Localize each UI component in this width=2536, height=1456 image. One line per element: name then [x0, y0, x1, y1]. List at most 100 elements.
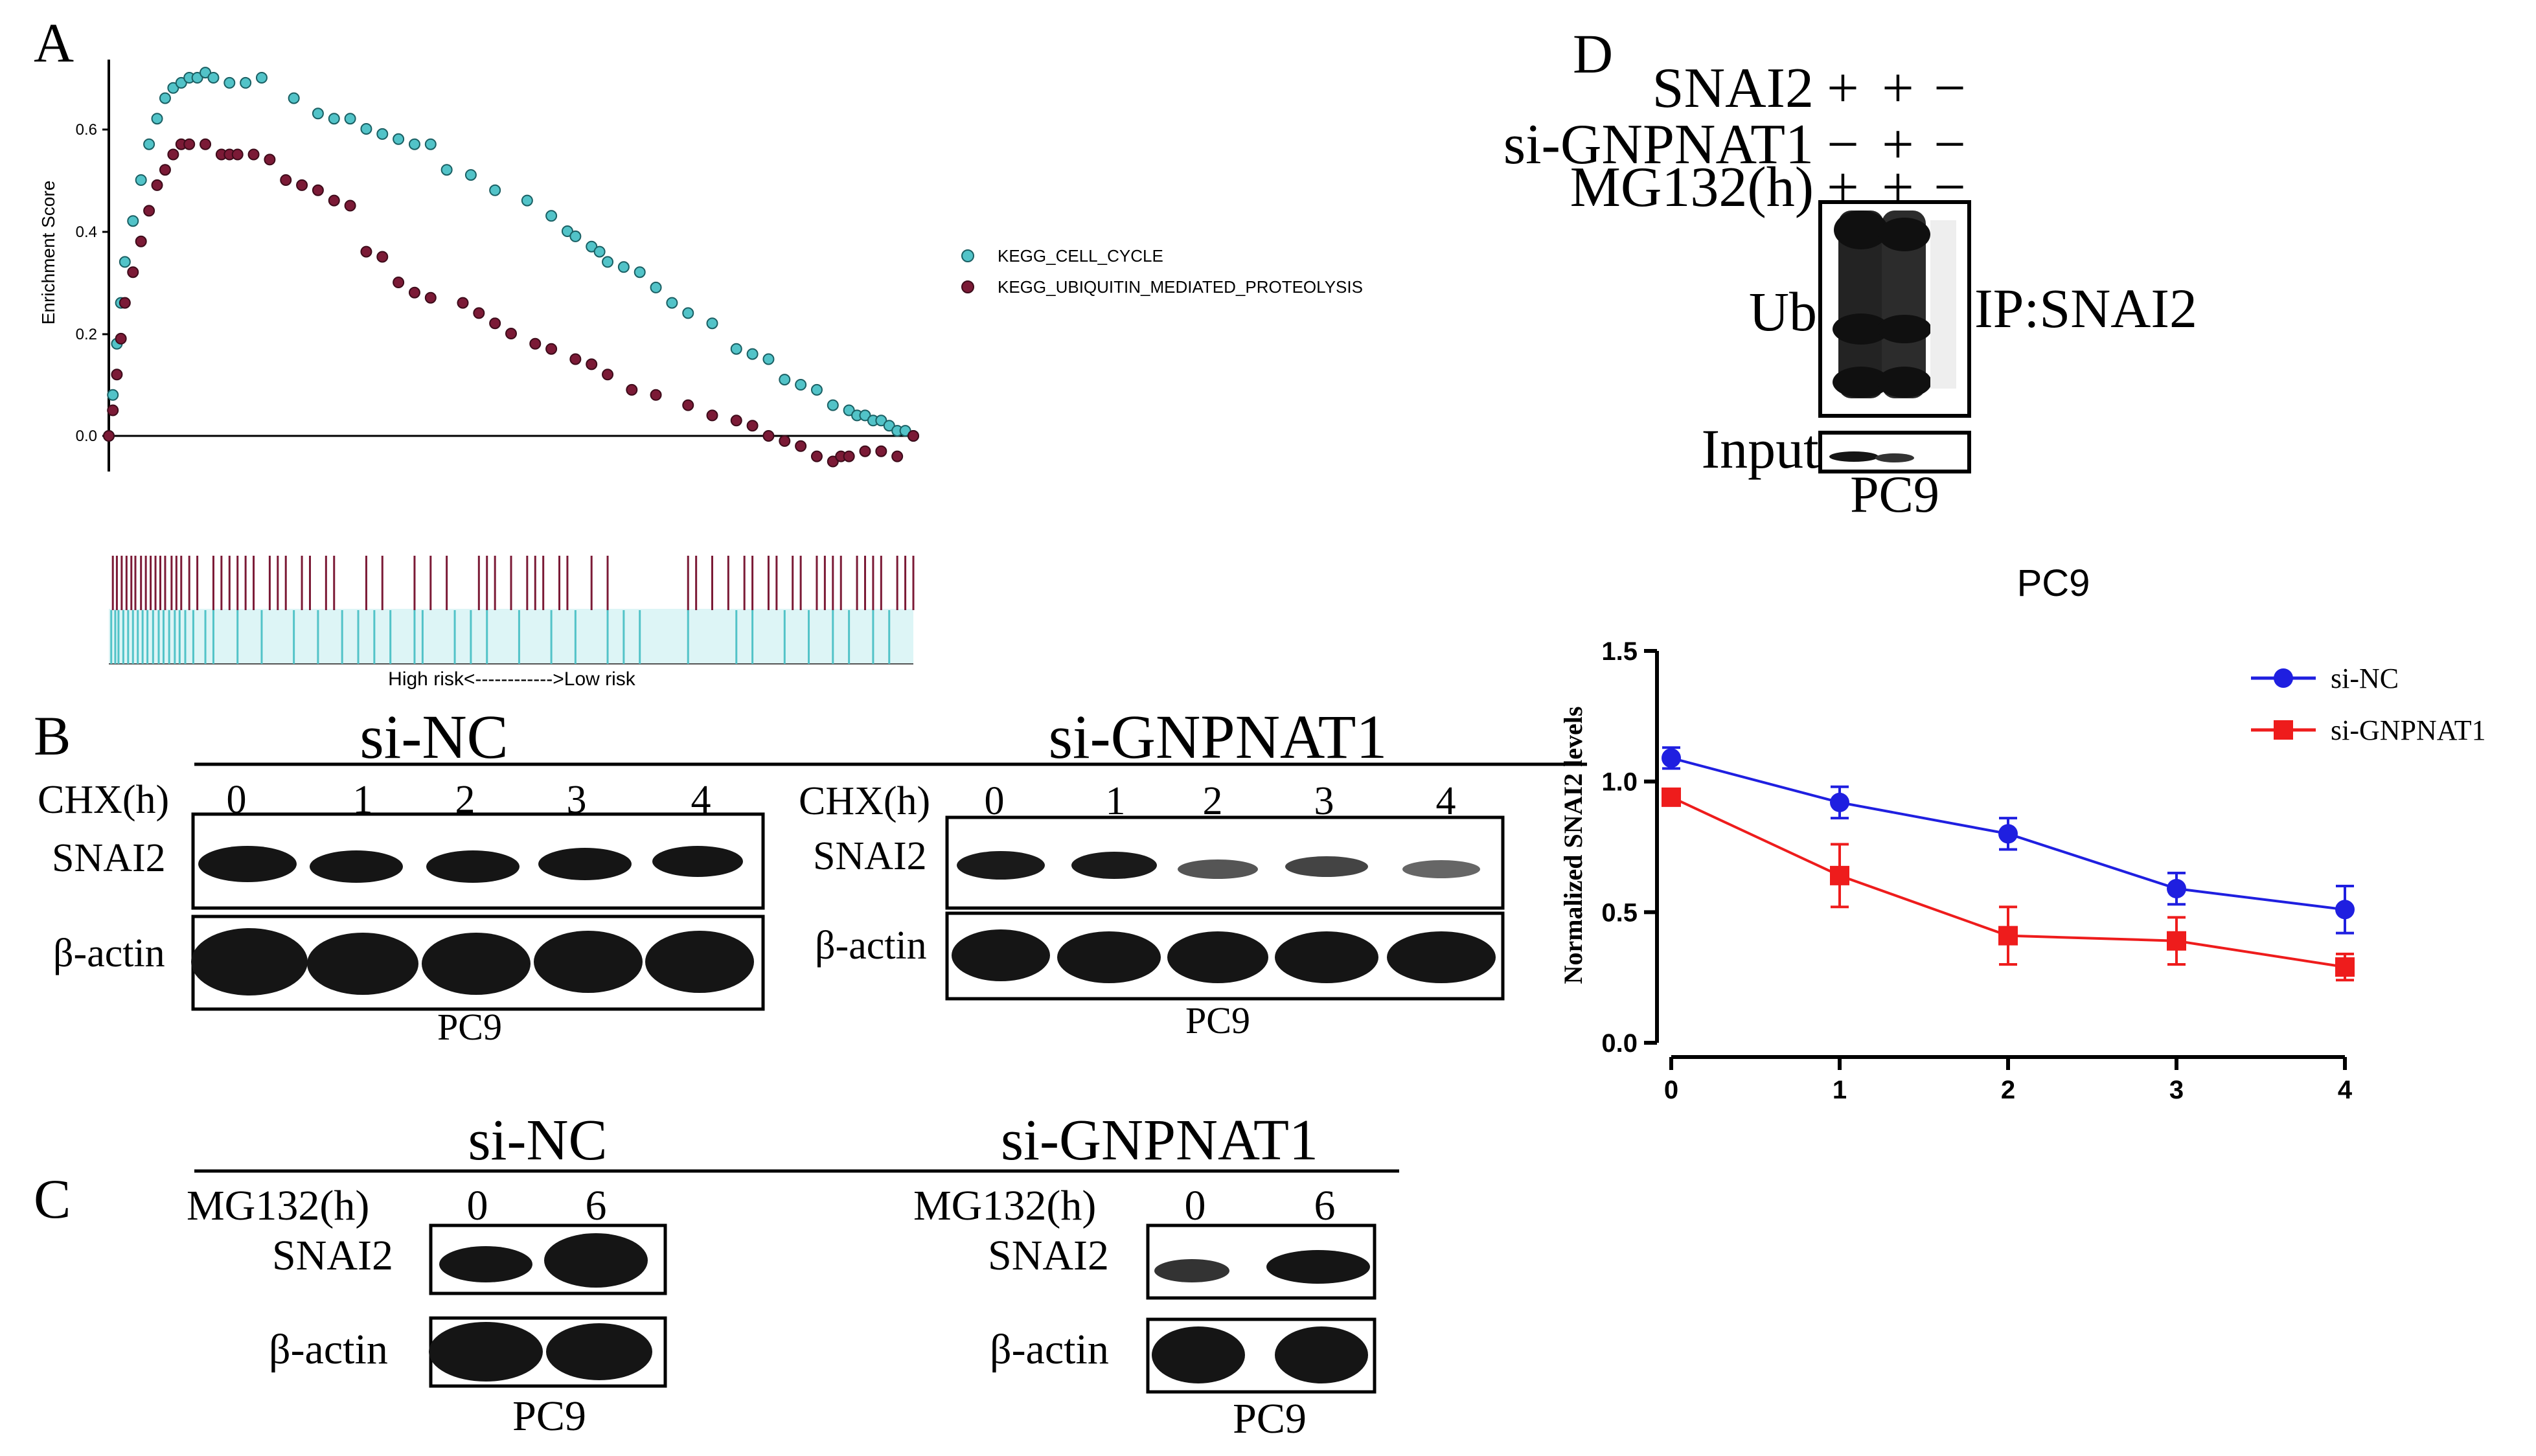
es-point [593, 245, 606, 258]
band [1266, 1250, 1370, 1284]
es-point [706, 409, 718, 422]
gsea-ytick-label: 0.2 [76, 326, 97, 343]
data-point [2335, 957, 2355, 977]
panel-c-si-nc-title: si-NC [468, 1108, 607, 1172]
es-point [650, 281, 662, 293]
ub-smear [1882, 210, 1926, 398]
es-point [843, 450, 855, 462]
es-point [408, 286, 420, 299]
es-point [240, 76, 252, 89]
ub-smear [1838, 210, 1884, 398]
es-point [795, 440, 807, 452]
es-point [143, 138, 155, 150]
es-point [682, 307, 694, 319]
es-point [666, 297, 678, 309]
band [1387, 931, 1496, 983]
band [1154, 1259, 1229, 1282]
band [1834, 210, 1888, 249]
es-point [111, 369, 123, 381]
es-point [107, 404, 119, 416]
panel-c-left-time: 6 [586, 1182, 607, 1229]
es-point [344, 199, 356, 212]
es-point [730, 343, 742, 355]
band [534, 931, 643, 993]
gsea-y-axis-label: Enrichment Score [38, 181, 58, 325]
gsea-ytick-label: 0.0 [76, 427, 97, 445]
es-point [200, 138, 212, 150]
panel-b-left-cell-line: PC9 [437, 1006, 502, 1048]
es-point [408, 138, 420, 150]
band [429, 1322, 543, 1382]
panel-c-left-cond-label: MG132(h) [187, 1182, 369, 1229]
panel-c-right-row-label: SNAI2 [988, 1232, 1109, 1279]
es-point [223, 76, 236, 89]
es-point [119, 297, 131, 309]
es-point [883, 420, 895, 432]
gsea-axes: 0.0 0.2 0.4 0.6 Enrichment Score [38, 60, 913, 472]
es-point [746, 348, 759, 360]
es-point [810, 450, 823, 462]
panel-b-right-cond-label: CHX(h) [799, 779, 930, 823]
es-point [119, 256, 131, 268]
es-point [200, 67, 212, 79]
data-point [1830, 792, 1849, 812]
es-point [602, 256, 614, 268]
panel-a: A 0.0 0.2 0.4 0.6 Enrichment Score KEGG_… [34, 12, 1363, 690]
data-point [1998, 824, 2018, 844]
band [544, 1233, 648, 1288]
data-point [2167, 879, 2186, 899]
band [1057, 931, 1161, 983]
es-point [505, 328, 517, 339]
input-label: Input [1701, 418, 1819, 480]
ip-cell-line: PC9 [1850, 466, 1939, 523]
es-point [135, 235, 147, 247]
es-point [393, 133, 405, 145]
es-point [545, 343, 558, 355]
es-point [795, 379, 807, 391]
legend-label-cell-cycle: KEGG_CELL_CYCLE [998, 246, 1163, 266]
es-point [908, 430, 919, 442]
degradation-line-chart: PC9 Normalized SNAI2 levels 0.0 0.5 1.0 1.5… [1559, 562, 2486, 1104]
es-point [135, 174, 147, 186]
gsea-points [103, 67, 919, 468]
es-point [280, 174, 292, 186]
legend-label-si-gnpnat1: si-GNPNAT1 [2331, 714, 2486, 746]
es-point [650, 389, 662, 401]
panel-label-d: D [1573, 23, 1613, 85]
line-ytick-label: 0.0 [1601, 1029, 1638, 1058]
es-point [296, 179, 308, 191]
es-point [827, 399, 839, 411]
es-point [569, 353, 582, 365]
legend-marker-si-nc [2274, 668, 2293, 688]
es-point [762, 430, 775, 442]
ip-treatment-sign: − [1934, 113, 1966, 176]
es-point [183, 138, 196, 150]
rug-background [109, 609, 913, 664]
band [439, 1246, 532, 1282]
es-point [762, 353, 775, 365]
es-point [521, 194, 533, 207]
es-point [875, 415, 887, 427]
data-point [1662, 748, 1681, 768]
input-blot [1818, 431, 1971, 473]
panel-label-b: B [34, 705, 71, 767]
es-point [545, 210, 558, 222]
panel-c-left-row-label: β-actin [269, 1326, 388, 1373]
band [1877, 315, 1932, 343]
es-point [529, 337, 542, 350]
es-point [602, 369, 614, 381]
chart-title: PC9 [2017, 562, 2090, 604]
band [952, 929, 1050, 981]
gsea-legend: KEGG_CELL_CYCLE KEGG_UBIQUITIN_MEDIATED_… [961, 246, 1363, 297]
ip-treatment-sign: − [1827, 113, 1859, 176]
es-point [103, 430, 115, 442]
line-xtick-label: 3 [2169, 1076, 2184, 1104]
es-point [457, 297, 469, 309]
gsea-ytick-label: 0.4 [76, 223, 97, 241]
line-series [1662, 746, 2355, 982]
es-point [127, 215, 139, 227]
band [538, 848, 632, 880]
es-point [779, 374, 791, 386]
ip-treatment-label: si-GNPNAT1 [1503, 113, 1814, 176]
es-point [586, 240, 598, 253]
